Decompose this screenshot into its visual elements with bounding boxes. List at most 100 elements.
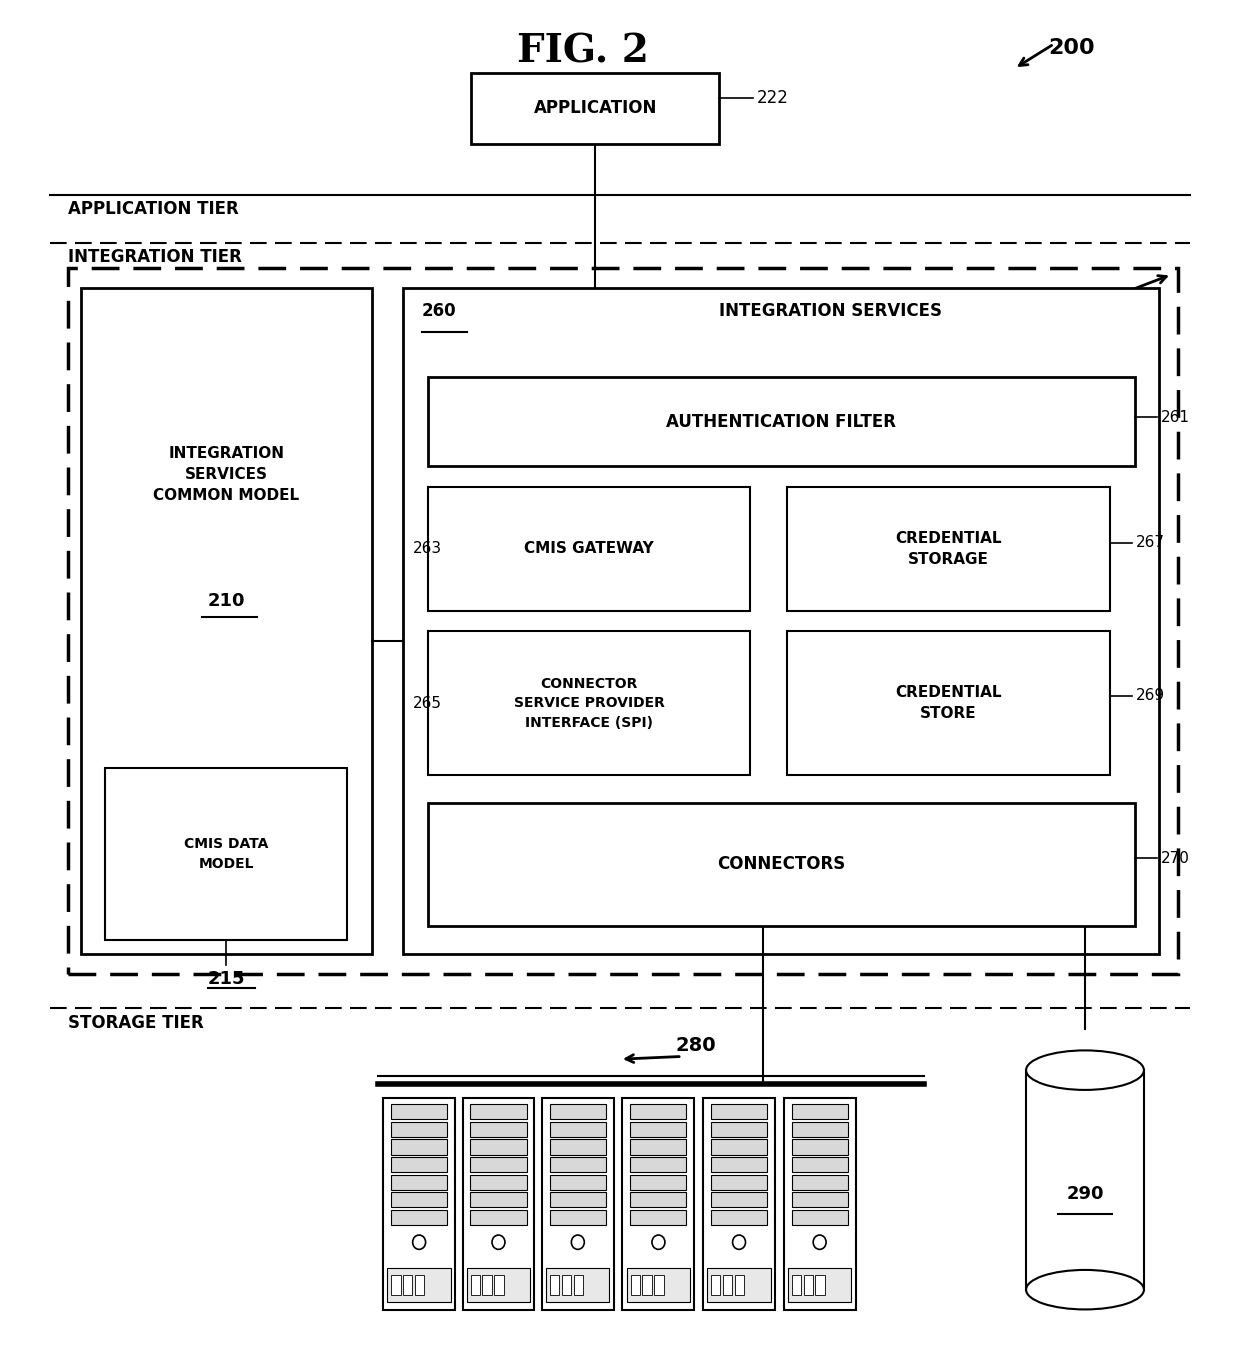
FancyBboxPatch shape bbox=[791, 1275, 801, 1295]
FancyBboxPatch shape bbox=[791, 1192, 848, 1207]
Text: CREDENTIAL
STORAGE: CREDENTIAL STORAGE bbox=[895, 531, 1002, 567]
FancyBboxPatch shape bbox=[391, 1210, 448, 1225]
Text: FIG. 2: FIG. 2 bbox=[517, 33, 649, 71]
Ellipse shape bbox=[1025, 1051, 1145, 1089]
FancyBboxPatch shape bbox=[791, 1139, 848, 1155]
FancyBboxPatch shape bbox=[626, 1268, 691, 1302]
FancyBboxPatch shape bbox=[495, 1275, 503, 1295]
FancyBboxPatch shape bbox=[711, 1275, 720, 1295]
FancyBboxPatch shape bbox=[81, 288, 372, 954]
Ellipse shape bbox=[1025, 1270, 1145, 1309]
FancyBboxPatch shape bbox=[428, 487, 750, 611]
Text: INTEGRATION
SERVICES
COMMON MODEL: INTEGRATION SERVICES COMMON MODEL bbox=[154, 446, 299, 504]
FancyBboxPatch shape bbox=[482, 1275, 492, 1295]
FancyBboxPatch shape bbox=[549, 1139, 606, 1155]
FancyBboxPatch shape bbox=[549, 1210, 606, 1225]
FancyBboxPatch shape bbox=[549, 1122, 606, 1137]
FancyBboxPatch shape bbox=[711, 1192, 768, 1207]
FancyBboxPatch shape bbox=[723, 1275, 733, 1295]
FancyBboxPatch shape bbox=[549, 1174, 606, 1190]
FancyBboxPatch shape bbox=[630, 1157, 687, 1172]
FancyBboxPatch shape bbox=[428, 631, 750, 775]
Text: 280: 280 bbox=[676, 1036, 717, 1055]
FancyBboxPatch shape bbox=[68, 268, 1178, 974]
Text: AUTHENTICATION FILTER: AUTHENTICATION FILTER bbox=[666, 413, 897, 431]
FancyBboxPatch shape bbox=[391, 1139, 448, 1155]
FancyBboxPatch shape bbox=[463, 1098, 534, 1310]
FancyBboxPatch shape bbox=[391, 1122, 448, 1137]
Text: 222: 222 bbox=[756, 89, 789, 107]
FancyBboxPatch shape bbox=[403, 1275, 413, 1295]
Text: 265: 265 bbox=[413, 696, 441, 711]
FancyBboxPatch shape bbox=[791, 1210, 848, 1225]
FancyBboxPatch shape bbox=[711, 1210, 768, 1225]
FancyBboxPatch shape bbox=[622, 1098, 694, 1310]
FancyBboxPatch shape bbox=[791, 1104, 848, 1120]
FancyBboxPatch shape bbox=[630, 1275, 640, 1295]
FancyBboxPatch shape bbox=[630, 1139, 687, 1155]
Text: 263: 263 bbox=[413, 542, 441, 556]
FancyBboxPatch shape bbox=[787, 487, 1110, 611]
Text: STORAGE TIER: STORAGE TIER bbox=[68, 1014, 203, 1032]
FancyBboxPatch shape bbox=[391, 1275, 401, 1295]
FancyBboxPatch shape bbox=[470, 1210, 527, 1225]
Text: CONNECTOR
SERVICE PROVIDER
INTERFACE (SPI): CONNECTOR SERVICE PROVIDER INTERFACE (SP… bbox=[513, 676, 665, 730]
FancyBboxPatch shape bbox=[630, 1104, 687, 1120]
FancyBboxPatch shape bbox=[470, 1174, 527, 1190]
Text: INTEGRATION TIER: INTEGRATION TIER bbox=[68, 248, 242, 266]
Text: 270: 270 bbox=[1161, 851, 1189, 866]
Text: 210: 210 bbox=[207, 591, 246, 611]
FancyBboxPatch shape bbox=[383, 1098, 455, 1310]
Text: 269: 269 bbox=[1136, 689, 1164, 704]
FancyBboxPatch shape bbox=[466, 1268, 531, 1302]
Text: 260: 260 bbox=[422, 302, 456, 320]
FancyBboxPatch shape bbox=[787, 1268, 852, 1302]
FancyBboxPatch shape bbox=[403, 288, 1159, 954]
FancyBboxPatch shape bbox=[428, 377, 1135, 466]
FancyBboxPatch shape bbox=[711, 1157, 768, 1172]
FancyBboxPatch shape bbox=[804, 1275, 813, 1295]
FancyBboxPatch shape bbox=[542, 1098, 614, 1310]
FancyBboxPatch shape bbox=[387, 1268, 451, 1302]
FancyBboxPatch shape bbox=[711, 1122, 768, 1137]
FancyBboxPatch shape bbox=[391, 1192, 448, 1207]
FancyBboxPatch shape bbox=[735, 1275, 744, 1295]
Text: APPLICATION: APPLICATION bbox=[533, 99, 657, 118]
FancyBboxPatch shape bbox=[549, 1275, 559, 1295]
FancyBboxPatch shape bbox=[470, 1275, 480, 1295]
FancyBboxPatch shape bbox=[549, 1192, 606, 1207]
FancyBboxPatch shape bbox=[791, 1174, 848, 1190]
FancyBboxPatch shape bbox=[816, 1275, 825, 1295]
FancyBboxPatch shape bbox=[784, 1098, 856, 1310]
Text: CREDENTIAL
STORE: CREDENTIAL STORE bbox=[895, 685, 1002, 722]
FancyBboxPatch shape bbox=[630, 1174, 687, 1190]
FancyBboxPatch shape bbox=[471, 73, 719, 144]
FancyBboxPatch shape bbox=[549, 1104, 606, 1120]
FancyBboxPatch shape bbox=[546, 1268, 610, 1302]
FancyBboxPatch shape bbox=[415, 1275, 424, 1295]
FancyBboxPatch shape bbox=[470, 1104, 527, 1120]
FancyBboxPatch shape bbox=[711, 1104, 768, 1120]
FancyBboxPatch shape bbox=[711, 1139, 768, 1155]
FancyBboxPatch shape bbox=[391, 1104, 448, 1120]
FancyBboxPatch shape bbox=[470, 1122, 527, 1137]
FancyBboxPatch shape bbox=[707, 1268, 771, 1302]
FancyBboxPatch shape bbox=[630, 1192, 687, 1207]
FancyBboxPatch shape bbox=[630, 1210, 687, 1225]
FancyBboxPatch shape bbox=[630, 1122, 687, 1137]
FancyBboxPatch shape bbox=[574, 1275, 583, 1295]
FancyBboxPatch shape bbox=[470, 1157, 527, 1172]
FancyBboxPatch shape bbox=[1025, 1070, 1145, 1290]
Text: APPLICATION TIER: APPLICATION TIER bbox=[68, 200, 239, 218]
FancyBboxPatch shape bbox=[562, 1275, 572, 1295]
Text: 215: 215 bbox=[207, 970, 246, 988]
Text: 261: 261 bbox=[1161, 410, 1189, 425]
FancyBboxPatch shape bbox=[791, 1122, 848, 1137]
Text: 290: 290 bbox=[1066, 1184, 1104, 1203]
FancyBboxPatch shape bbox=[791, 1157, 848, 1172]
FancyBboxPatch shape bbox=[105, 768, 347, 940]
Text: 250: 250 bbox=[1004, 309, 1045, 328]
Text: 267: 267 bbox=[1136, 535, 1164, 550]
Text: CMIS DATA
MODEL: CMIS DATA MODEL bbox=[184, 837, 269, 871]
Text: 200: 200 bbox=[1048, 38, 1095, 59]
